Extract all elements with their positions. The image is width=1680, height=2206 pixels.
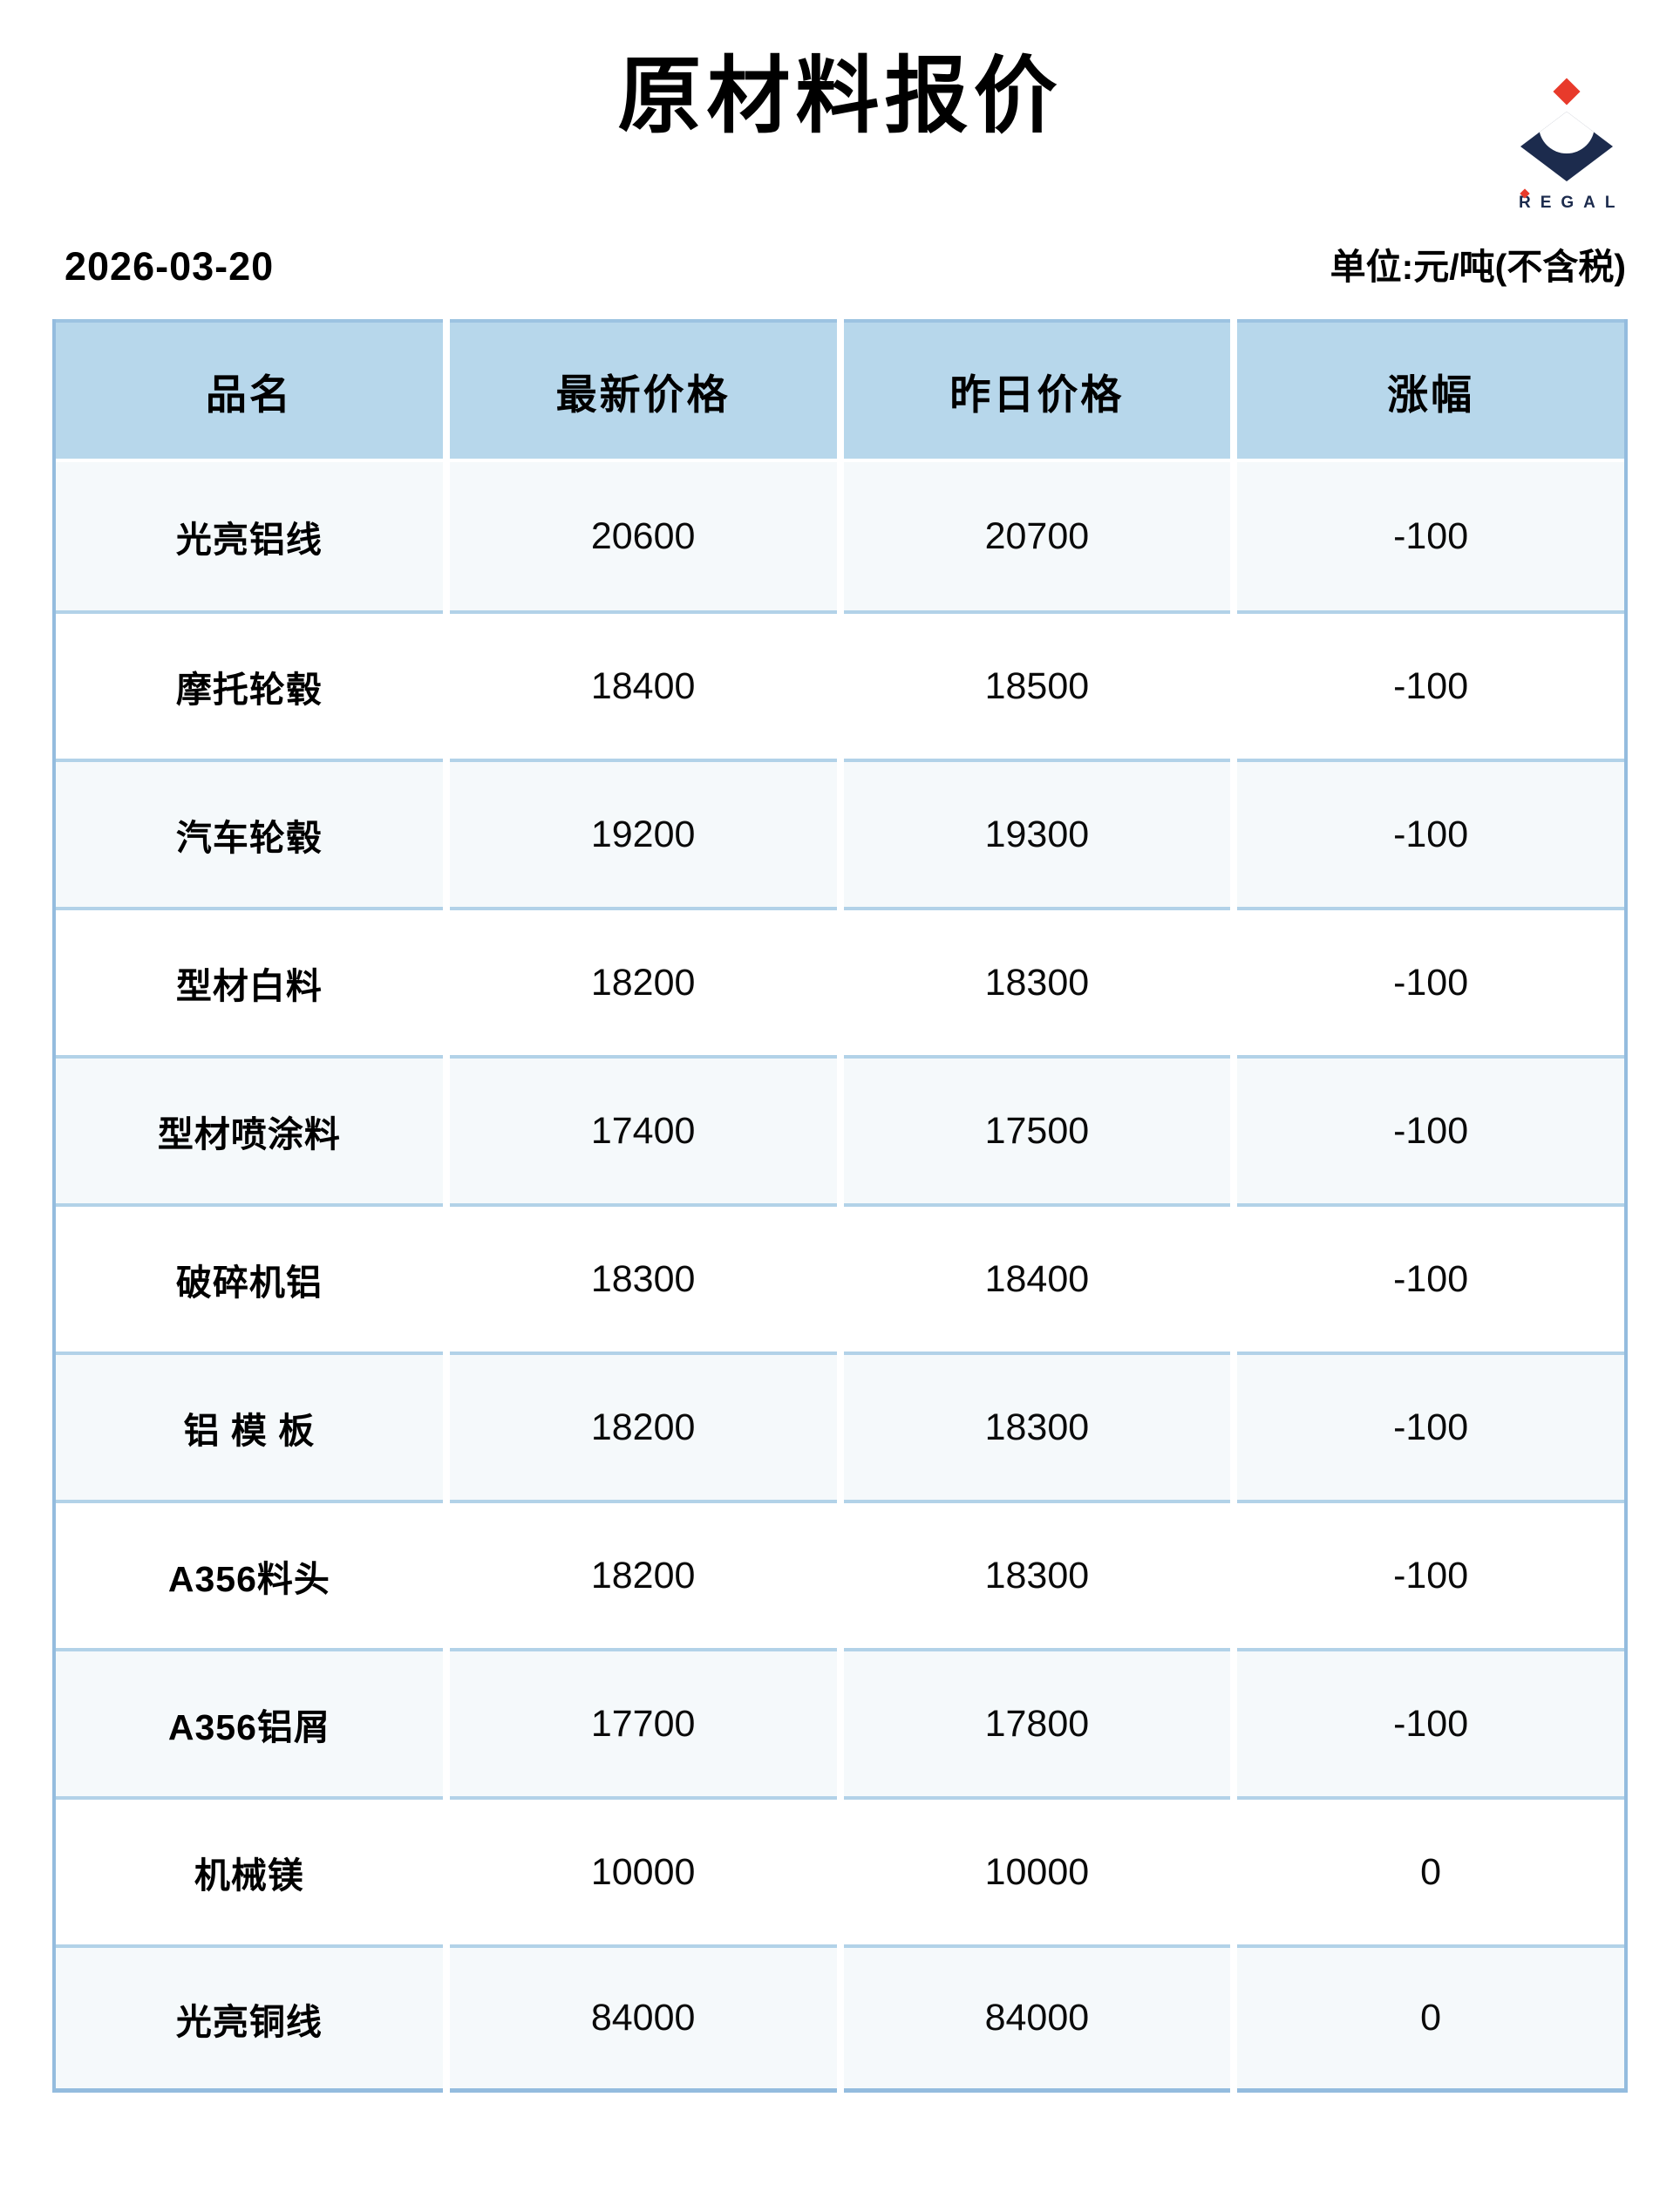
yesterday-price-cell: 18500 [843, 610, 1231, 759]
table-row: 型材白料 18200 18300 -100 [56, 907, 1624, 1055]
table-row: 破碎机铝 18300 18400 -100 [56, 1203, 1624, 1352]
logo-diamond-icon [1520, 112, 1613, 181]
product-name-cell: 机械镁 [56, 1796, 443, 1944]
yesterday-price-cell: 18300 [843, 907, 1231, 1055]
column-header-product: 品名 [56, 319, 443, 462]
table-row: 铝 模 板 18200 18300 -100 [56, 1352, 1624, 1500]
yesterday-price-cell: 18300 [843, 1352, 1231, 1500]
product-name-cell: 光亮铝线 [56, 462, 443, 610]
product-name-cell: A356铝屑 [56, 1648, 443, 1796]
change-cell: 0 [1237, 1796, 1624, 1944]
regal-logo: REGAL [1509, 65, 1624, 213]
latest-price-cell: 18200 [449, 1352, 837, 1500]
latest-price-cell: 18300 [449, 1203, 837, 1352]
change-cell: -100 [1237, 1648, 1624, 1796]
latest-price-cell: 19200 [449, 759, 837, 907]
yesterday-price-cell: 17800 [843, 1648, 1231, 1796]
table-row: A356料头 18200 18300 -100 [56, 1500, 1624, 1648]
column-header-yesterday-price: 昨日价格 [843, 319, 1231, 462]
latest-price-cell: 18200 [449, 1500, 837, 1648]
unit-label: 单位:元/吨(不含税) [1330, 247, 1626, 287]
table-row: 光亮铜线 84000 84000 0 [56, 1944, 1624, 2093]
page-title: 原材料报价 [617, 50, 1063, 143]
latest-price-cell: 18200 [449, 907, 837, 1055]
change-cell: -100 [1237, 759, 1624, 907]
product-name-cell: 光亮铜线 [56, 1944, 443, 2093]
table-header-row: 品名 最新价格 昨日价格 涨幅 [56, 319, 1624, 462]
change-cell: -100 [1237, 1203, 1624, 1352]
change-cell: -100 [1237, 1500, 1624, 1648]
change-cell: -100 [1237, 1352, 1624, 1500]
table-row: 光亮铝线 20600 20700 -100 [56, 462, 1624, 610]
change-cell: -100 [1237, 1055, 1624, 1203]
yesterday-price-cell: 10000 [843, 1796, 1231, 1944]
table-body: 光亮铝线 20600 20700 -100 摩托轮毂 18400 18500 -100 汽车轮毂… [56, 462, 1624, 2093]
yesterday-price-cell: 17500 [843, 1055, 1231, 1203]
change-cell: 0 [1237, 1944, 1624, 2093]
yesterday-price-cell: 84000 [843, 1944, 1231, 2093]
product-name-cell: 摩托轮毂 [56, 610, 443, 759]
product-name-cell: 汽车轮毂 [56, 759, 443, 907]
latest-price-cell: 17400 [449, 1055, 837, 1203]
meta-row: 2026-03-20 单位:元/吨(不含税) [65, 237, 1626, 289]
logo-wordmark: REGAL [1519, 194, 1625, 212]
column-header-change: 涨幅 [1237, 319, 1624, 462]
yesterday-price-cell: 18400 [843, 1203, 1231, 1352]
product-name-cell: 型材白料 [56, 907, 443, 1055]
logo-red-diamond-icon [1553, 78, 1581, 106]
yesterday-price-cell: 19300 [843, 759, 1231, 907]
latest-price-cell: 10000 [449, 1796, 837, 1944]
date-label: 2026-03-20 [65, 244, 275, 289]
latest-price-cell: 17700 [449, 1648, 837, 1796]
table-row: 机械镁 10000 10000 0 [56, 1796, 1624, 1944]
table-row: 摩托轮毂 18400 18500 -100 [56, 610, 1624, 759]
column-header-latest-price: 最新价格 [449, 319, 837, 462]
latest-price-cell: 84000 [449, 1944, 837, 2093]
change-cell: -100 [1237, 462, 1624, 610]
product-name-cell: 铝 模 板 [56, 1352, 443, 1500]
yesterday-price-cell: 18300 [843, 1500, 1231, 1648]
change-cell: -100 [1237, 610, 1624, 759]
change-cell: -100 [1237, 907, 1624, 1055]
product-name-cell: 破碎机铝 [56, 1203, 443, 1352]
price-table: 品名 最新价格 昨日价格 涨幅 光亮铝线 20600 20700 -100 摩托轮毂 18… [52, 319, 1628, 2093]
table-row: A356铝屑 17700 17800 -100 [56, 1648, 1624, 1796]
table-row: 型材喷涂料 17400 17500 -100 [56, 1055, 1624, 1203]
latest-price-cell: 20600 [449, 462, 837, 610]
product-name-cell: A356料头 [56, 1500, 443, 1648]
product-name-cell: 型材喷涂料 [56, 1055, 443, 1203]
latest-price-cell: 18400 [449, 610, 837, 759]
yesterday-price-cell: 20700 [843, 462, 1231, 610]
table-row: 汽车轮毂 19200 19300 -100 [56, 759, 1624, 907]
